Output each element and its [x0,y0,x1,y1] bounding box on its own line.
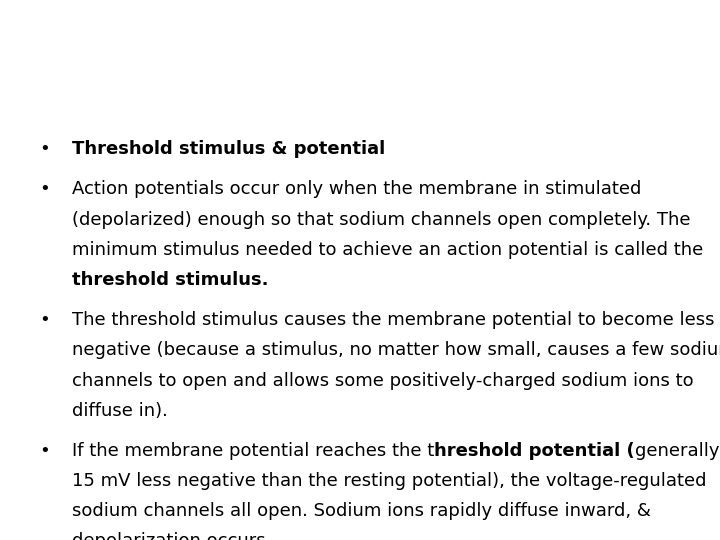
Text: The threshold stimulus causes the membrane potential to become less: The threshold stimulus causes the membra… [72,311,714,329]
Text: hreshold potential (: hreshold potential ( [434,442,635,460]
Text: Action potentials occur only when the membrane in stimulated: Action potentials occur only when the me… [72,180,642,198]
Text: •: • [40,180,50,198]
Text: sodium channels all open. Sodium ions rapidly diffuse inward, &: sodium channels all open. Sodium ions ra… [72,502,651,520]
Text: channels to open and allows some positively-charged sodium ions to: channels to open and allows some positiv… [72,372,693,389]
Text: •: • [40,311,50,329]
Text: If the membrane potential reaches the t: If the membrane potential reaches the t [72,442,434,460]
Text: •: • [40,140,50,158]
Text: depolarization occurs.: depolarization occurs. [72,532,271,540]
Text: (depolarized) enough so that sodium channels open completely. The: (depolarized) enough so that sodium chan… [72,211,690,228]
Text: 15 mV less negative than the resting potential), the voltage-regulated: 15 mV less negative than the resting pot… [72,472,706,490]
Text: diffuse in).: diffuse in). [72,402,168,420]
Text: generally 5 -: generally 5 - [635,442,720,460]
Text: •: • [40,442,50,460]
Text: negative (because a stimulus, no matter how small, causes a few sodium: negative (because a stimulus, no matter … [72,341,720,359]
Text: minimum stimulus needed to achieve an action potential is called the: minimum stimulus needed to achieve an ac… [72,241,703,259]
Text: Threshold stimulus & potential: Threshold stimulus & potential [72,140,385,158]
Text: threshold stimulus.: threshold stimulus. [72,271,269,289]
